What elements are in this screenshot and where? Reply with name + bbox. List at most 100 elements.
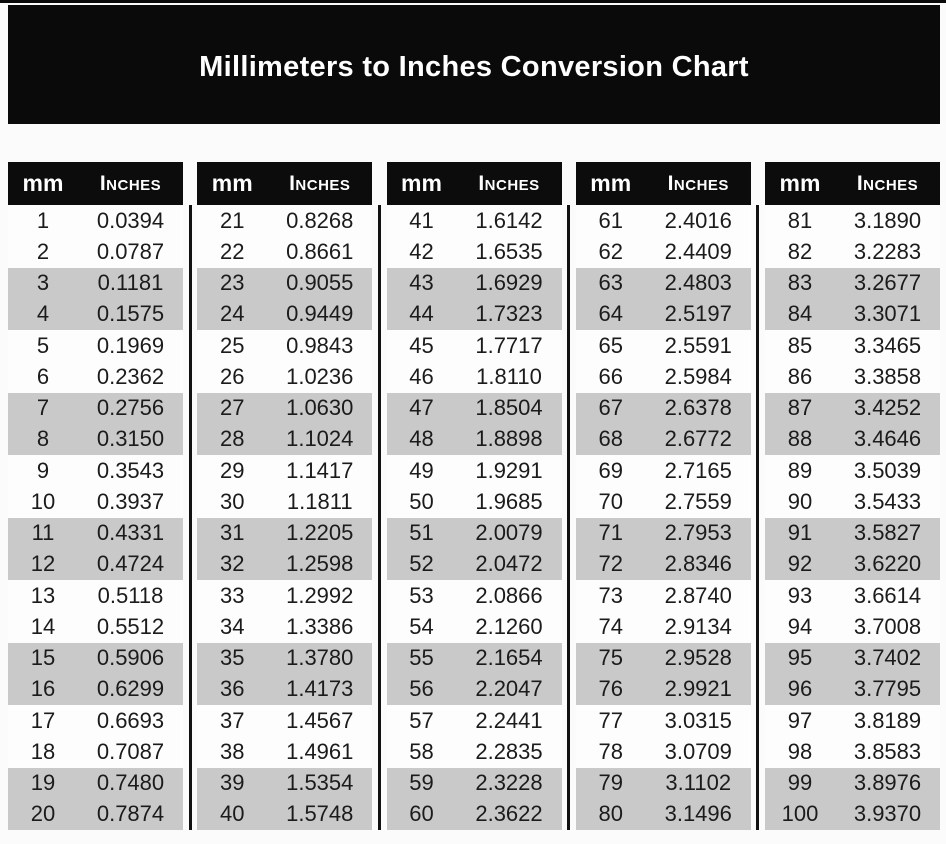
mm-value: 40 (220, 801, 245, 827)
inches-value: 0.7480 (96, 770, 165, 796)
table-row: 63 2.4803 (575, 267, 751, 299)
table-row: 99 3.8976 (765, 767, 940, 799)
inches-value: 3.1496 (664, 801, 732, 827)
inches-value: 1.4173 (286, 676, 354, 702)
inches-value: 3.6614 (853, 582, 922, 608)
column-gap (562, 162, 576, 830)
column-header: mm Inches (386, 162, 562, 205)
inches-value: 0.4724 (96, 551, 165, 577)
table-row: 55 2.1654 (386, 642, 562, 674)
mm-value: 70 (598, 488, 623, 514)
mm-value: 49 (409, 457, 434, 483)
column-header: mm Inches (8, 162, 183, 205)
table-row: 75 2.9528 (575, 642, 751, 674)
table-row: 52 2.0472 (386, 548, 562, 580)
table-row: 8 0.3150 (8, 423, 183, 455)
mm-value: 12 (30, 551, 56, 577)
inches-value: 2.0866 (475, 582, 543, 608)
inches-value: 0.5118 (97, 582, 164, 608)
mm-value: 30 (220, 488, 245, 514)
table-row: 60 2.3622 (386, 798, 562, 830)
mm-value: 74 (598, 613, 623, 639)
table-row: 18 0.7087 (8, 736, 183, 768)
table-row: 54 2.1260 (386, 611, 562, 643)
inches-value: 0.5906 (96, 645, 165, 671)
table-row: 91 3.5827 (765, 517, 940, 549)
inches-value: 1.0630 (286, 395, 354, 421)
table-row: 43 1.6929 (386, 267, 562, 299)
table-row: 98 3.8583 (765, 736, 940, 768)
mm-value: 100 (781, 801, 819, 827)
inches-value: 0.7874 (96, 801, 165, 827)
inches-value: 1.1417 (286, 457, 354, 483)
mm-value: 90 (787, 488, 813, 514)
mm-value: 82 (787, 238, 813, 264)
table-row: 71 2.7953 (575, 517, 751, 549)
mm-value: 9 (36, 457, 50, 483)
inches-value: 1.7717 (475, 332, 543, 358)
mm-value: 42 (409, 238, 434, 264)
mm-value: 8 (36, 426, 50, 452)
inches-value: 0.3937 (96, 488, 165, 514)
inches-value: 1.8110 (476, 363, 542, 389)
column-gap (751, 162, 765, 830)
inches-value: 3.2677 (853, 270, 922, 296)
mm-value: 91 (787, 520, 813, 546)
mm-value: 35 (220, 645, 245, 671)
table-row: 12 0.4724 (8, 548, 183, 580)
inches-value: 3.3465 (853, 332, 922, 358)
inches-value: 2.1654 (475, 645, 543, 671)
table-row: 73 2.8740 (575, 580, 751, 612)
table-row: 7 0.2756 (8, 392, 183, 424)
mm-value: 69 (598, 457, 623, 483)
inches-value: 0.9843 (286, 332, 354, 358)
inches-value: 3.8976 (853, 770, 922, 796)
inches-value: 2.4016 (664, 207, 732, 233)
mm-value: 25 (220, 332, 245, 358)
mm-value: 24 (220, 301, 245, 327)
column-group: mm Inches 21 0.8268 22 0.8661 23 0.9055 24 0.9449… (197, 162, 373, 830)
mm-value: 83 (787, 270, 813, 296)
column-header-mm-label: mm (401, 170, 442, 196)
table-row: 68 2.6772 (575, 423, 751, 455)
inches-value: 0.2362 (96, 363, 165, 389)
inches-value: 1.4961 (286, 738, 354, 764)
mm-value: 38 (220, 738, 245, 764)
inches-value: 0.0787 (96, 238, 165, 264)
inches-value: 3.7402 (853, 645, 922, 671)
table-row: 81 3.1890 (765, 205, 940, 237)
table-row: 61 2.4016 (575, 205, 751, 237)
inches-value: 2.7165 (664, 457, 732, 483)
inches-value: 0.3150 (96, 426, 165, 452)
inches-value: 0.8661 (286, 238, 354, 264)
column-group: mm Inches 81 3.1890 82 3.2283 83 3.2677 84 3.3071… (765, 162, 940, 830)
table-row: 41 1.6142 (386, 205, 562, 237)
inches-value: 3.0315 (664, 707, 732, 733)
table-row: 6 0.2362 (8, 361, 183, 393)
inches-value: 1.9291 (475, 457, 543, 483)
table-row: 48 1.8898 (386, 423, 562, 455)
mm-value: 99 (787, 770, 813, 796)
table-row: 97 3.8189 (765, 705, 940, 737)
inches-value: 1.6535 (475, 238, 543, 264)
inches-value: 2.0472 (475, 551, 543, 577)
inches-value: 1.4567 (286, 707, 354, 733)
table-row: 1 0.0394 (8, 205, 183, 237)
mm-value: 57 (409, 707, 434, 733)
inches-value: 0.1181 (97, 270, 164, 296)
table-row: 85 3.3465 (765, 330, 940, 362)
mm-value: 48 (409, 426, 434, 452)
inches-value: 2.7953 (664, 520, 732, 546)
table-row: 13 0.5118 (8, 580, 183, 612)
table-row: 65 2.5591 (575, 330, 751, 362)
table-row: 44 1.7323 (386, 298, 562, 330)
table-row: 88 3.4646 (765, 423, 940, 455)
table-row: 29 1.1417 (197, 455, 373, 487)
table-row: 22 0.8661 (197, 236, 373, 268)
inches-value: 0.2756 (96, 395, 165, 421)
mm-value: 34 (220, 613, 245, 639)
inches-value: 2.2441 (475, 707, 543, 733)
table-row: 17 0.6693 (8, 705, 183, 737)
inches-value: 3.5039 (853, 457, 922, 483)
mm-value: 33 (220, 582, 245, 608)
